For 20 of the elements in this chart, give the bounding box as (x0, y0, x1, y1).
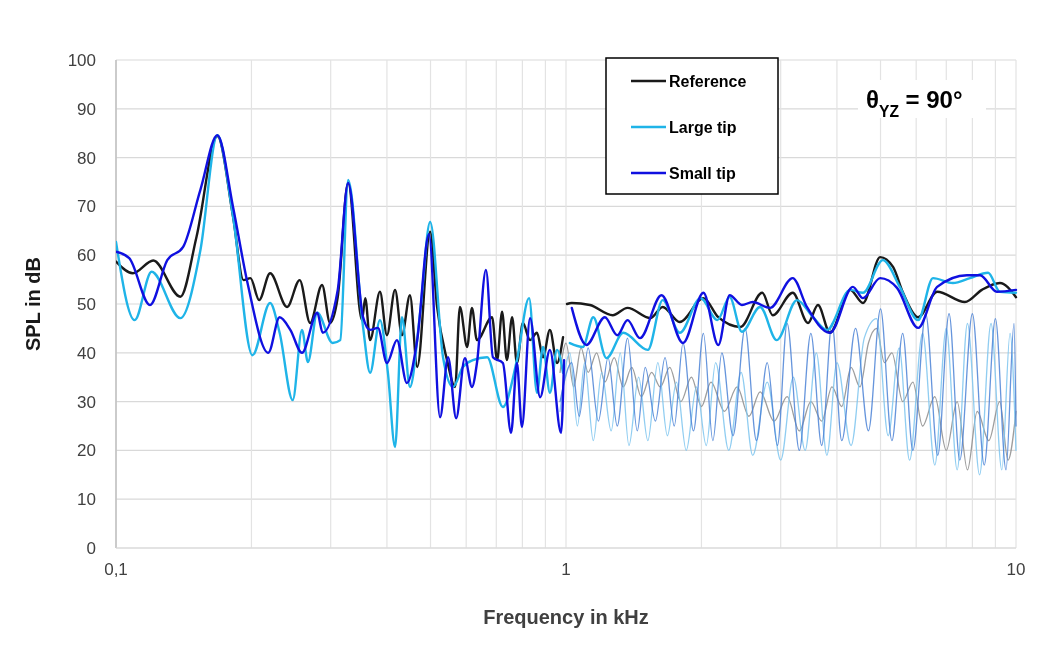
x-tick-label: 10 (1006, 560, 1026, 579)
legend-label: Reference (669, 72, 747, 90)
y-axis-title: SPL in dB (22, 256, 44, 352)
y-tick-label: 50 (77, 294, 96, 314)
y-tick-label: 60 (77, 246, 96, 266)
legend-label: Large tip (669, 118, 737, 136)
y-tick-label: 20 (77, 441, 96, 461)
y-tick-label: 100 (67, 50, 96, 70)
y-tick-label: 90 (77, 99, 96, 119)
legend-label: Small tip (669, 164, 736, 182)
x-tick-label: 1 (561, 560, 571, 579)
y-tick-label: 70 (77, 197, 96, 217)
x-axis-title: Frequency in kHz (483, 606, 649, 628)
x-tick-label: 0,1 (104, 560, 128, 579)
y-tick-label: 30 (77, 392, 96, 412)
y-tick-label: 80 (77, 148, 96, 168)
y-tick-label: 10 (77, 490, 96, 510)
annotation: θ$_{YZ}$ = 90° (866, 86, 963, 120)
y-tick-label: 0 (86, 538, 96, 558)
y-tick-label: 40 (77, 343, 96, 363)
